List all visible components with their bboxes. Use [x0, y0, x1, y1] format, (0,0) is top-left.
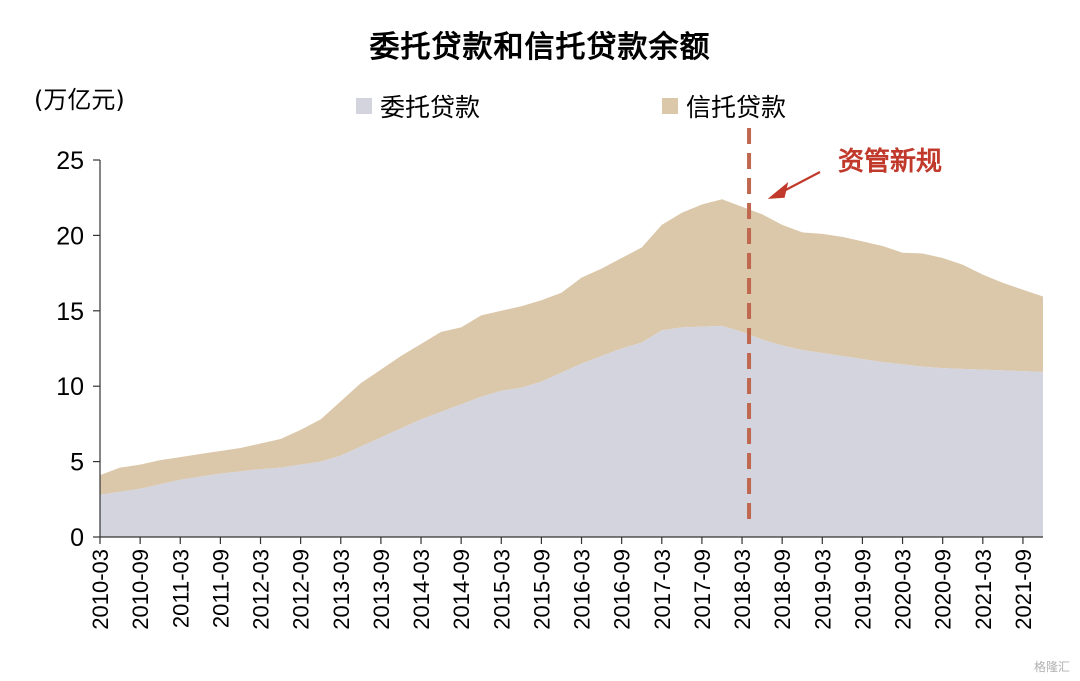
y-tick-label: 25: [56, 147, 84, 175]
watermark-text: 格隆汇: [1033, 660, 1070, 674]
x-tick-label: 2011-09: [208, 549, 233, 628]
y-tick-label: 5: [70, 449, 84, 477]
x-tick-label: 2013-09: [369, 549, 394, 630]
x-tick-label: 2013-03: [329, 549, 354, 630]
legend-item-trust: 信托贷款: [662, 88, 786, 124]
legend-label-trust: 信托贷款: [686, 93, 787, 122]
x-tick-label: 2019-09: [850, 549, 875, 630]
x-tick-label: 2017-03: [650, 549, 675, 630]
x-tick-label: 2021-03: [971, 549, 996, 630]
x-tick-label: 2021-09: [1011, 549, 1036, 630]
x-tick-label: 2019-03: [810, 549, 835, 630]
legend-swatch-trust: [662, 98, 678, 114]
annotation-arrow-head: [767, 182, 789, 199]
y-tick-label: 10: [56, 373, 84, 401]
x-tick-label: 2020-03: [891, 549, 916, 630]
legend-item-entrusted: 委托贷款: [356, 88, 480, 124]
x-tick-label: 2015-09: [529, 549, 554, 630]
x-tick-label: 2012-03: [249, 549, 274, 630]
x-tick-label: 2018-03: [730, 549, 755, 630]
chart-title: 委托贷款和信托贷款余额: [369, 30, 711, 65]
annotation-label: 资管新规: [838, 146, 942, 176]
legend-swatch-entrusted: [356, 98, 372, 114]
x-tick-label: 2014-09: [449, 549, 474, 630]
x-tick-label: 2016-03: [570, 549, 595, 630]
x-tick-label: 2017-09: [690, 549, 715, 630]
legend-label-entrusted: 委托贷款: [380, 93, 481, 122]
x-tick-label: 2011-03: [168, 549, 193, 628]
x-tick-label: 2015-03: [489, 549, 514, 630]
x-tick-label: 2014-03: [409, 549, 434, 630]
x-tick-label: 2010-09: [128, 549, 153, 630]
y-tick-label: 20: [56, 222, 84, 250]
y-tick-label: 0: [70, 524, 84, 552]
area-trust-loans: [100, 199, 1043, 495]
y-tick-label: 15: [56, 298, 84, 326]
area-entrusted-loans: [100, 325, 1043, 537]
x-tick-label: 2010-03: [88, 549, 113, 630]
x-tick-label: 2020-09: [931, 549, 956, 630]
x-tick-label: 2018-09: [770, 549, 795, 630]
x-tick-label: 2016-09: [610, 549, 635, 630]
x-tick-label: 2012-09: [289, 549, 314, 630]
y-axis-unit: (万亿元): [34, 86, 125, 114]
